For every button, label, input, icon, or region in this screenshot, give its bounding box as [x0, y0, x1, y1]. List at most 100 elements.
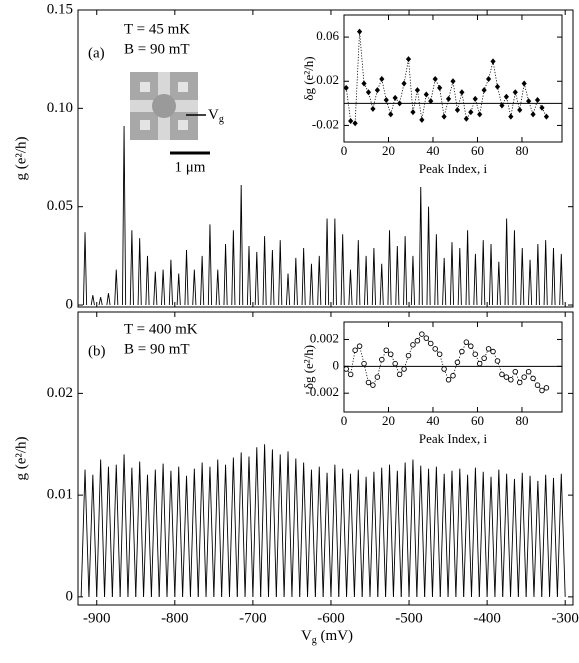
peak	[551, 247, 556, 306]
peak	[364, 255, 369, 306]
marker	[539, 104, 545, 111]
marker	[352, 120, 358, 127]
peak	[127, 467, 137, 597]
marker	[521, 80, 527, 87]
peak	[353, 469, 363, 597]
marker	[423, 91, 429, 98]
marker	[463, 115, 469, 122]
peak	[270, 249, 275, 306]
peak	[504, 218, 509, 306]
peak	[356, 240, 361, 306]
x-tick-label: 40	[426, 413, 439, 428]
marker	[365, 89, 372, 96]
peak	[80, 469, 90, 597]
marker	[379, 76, 385, 83]
marker	[485, 346, 492, 352]
annotation: B = 90 mT	[124, 41, 190, 57]
peak	[377, 467, 387, 597]
peak	[408, 459, 418, 597]
plot-frame	[343, 321, 563, 413]
x-tick-label: 60	[471, 143, 484, 158]
y-axis-label: g (e²/h)	[13, 136, 29, 180]
peak	[189, 468, 199, 597]
x-tick-label: -300	[551, 610, 579, 626]
peak	[348, 269, 353, 306]
peak	[371, 247, 376, 306]
marker	[485, 76, 492, 83]
marker	[494, 358, 501, 364]
peak	[207, 224, 212, 306]
marker	[396, 371, 403, 378]
peak	[283, 451, 293, 597]
peak	[268, 449, 277, 597]
annotation: T = 45 mK	[124, 21, 190, 37]
marker	[503, 374, 510, 380]
peak	[387, 230, 392, 306]
y-tick-label: 0.10	[47, 100, 73, 116]
marker	[401, 366, 407, 372]
marker	[468, 109, 474, 116]
peak	[143, 474, 152, 597]
peak	[517, 472, 527, 597]
peak	[455, 468, 465, 597]
annotation: B = 90 mT	[124, 341, 190, 357]
peak	[223, 244, 228, 306]
marker	[525, 368, 532, 375]
marker	[516, 379, 523, 386]
peak	[457, 247, 462, 306]
marker	[348, 118, 354, 125]
peak	[145, 255, 150, 306]
peak	[361, 476, 371, 597]
peak	[481, 240, 486, 306]
peak	[122, 126, 127, 306]
peak	[432, 466, 441, 597]
scale-label: 1 μm	[175, 159, 206, 175]
marker	[472, 351, 478, 357]
peak	[260, 444, 269, 597]
marker	[494, 83, 501, 90]
peak	[176, 273, 181, 306]
plot-frame	[343, 14, 563, 143]
inset-background	[344, 322, 562, 412]
marker	[499, 371, 505, 378]
x-tick-label: 60	[471, 413, 484, 428]
marker	[356, 28, 363, 35]
marker	[383, 97, 389, 104]
peak	[502, 473, 511, 597]
peak	[82, 232, 88, 306]
marker	[432, 76, 438, 83]
peak	[559, 253, 564, 306]
peak	[403, 236, 408, 306]
plot-frame	[77, 311, 574, 606]
peak	[299, 462, 308, 597]
peak	[494, 469, 504, 597]
peak	[158, 463, 168, 597]
marker	[450, 372, 456, 379]
marker	[521, 374, 527, 380]
marker	[472, 95, 478, 102]
y-tick-label: 0.01	[47, 487, 73, 503]
y-tick-label: 0	[66, 296, 74, 312]
marker	[343, 84, 349, 91]
peak	[496, 261, 501, 306]
peak	[301, 247, 306, 306]
marker	[374, 374, 381, 380]
peak	[166, 470, 176, 597]
peak	[385, 464, 394, 597]
y-tick-label: 0	[66, 588, 74, 604]
peak	[106, 293, 111, 306]
marker	[428, 340, 434, 347]
x-axis-label: Peak Index, i	[419, 431, 488, 446]
marker	[410, 342, 416, 348]
peak	[533, 480, 543, 597]
peak	[535, 244, 540, 306]
peak	[510, 478, 519, 597]
peak	[307, 469, 316, 597]
y-tick-label: 0.002	[310, 330, 339, 345]
peak	[197, 462, 207, 597]
peak	[129, 230, 134, 306]
x-tick-label: 20	[382, 413, 395, 428]
y-tick-label: -0.002	[305, 384, 339, 399]
marker	[361, 80, 367, 87]
marker	[503, 93, 509, 100]
